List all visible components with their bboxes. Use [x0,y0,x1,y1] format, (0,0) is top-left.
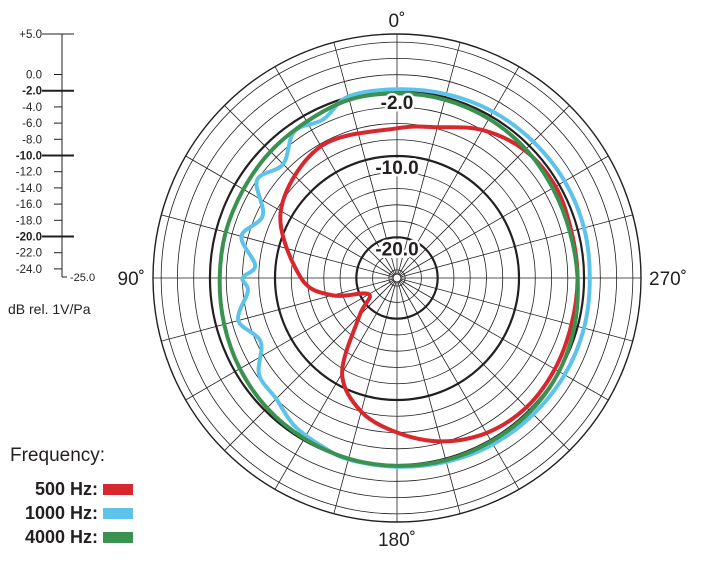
angle-label: 270˚ [649,269,687,290]
scale-tick-label: +5.0 [19,29,42,41]
scale-tick-label: -8.0 [22,134,42,146]
scale-tick-label: -18.0 [16,215,42,227]
legend-item-500hz: 500 Hz: [10,477,133,501]
grid-ring [388,269,406,287]
angle-label: 0˚ [389,11,406,32]
radial-scale: +5.0 0.0 -2.0 -4.0 -6.0 -8.0 -10.0 -12.0 -14.0 -1… [16,29,95,284]
grid-ring-major [355,236,439,320]
legend-swatch-green [103,531,133,543]
grid-ring [372,253,422,303]
legend-swatch-red [103,483,133,495]
scale-tick-label: -2.0 [22,86,42,98]
grid-ring [176,57,618,499]
angle-label: 90˚ [118,269,145,290]
ring-labels: -2.0 -10.0 -20.0 [373,90,421,262]
grid-ring-outer [152,33,642,523]
legend-label: 500 Hz: [34,478,98,499]
scale-tick-label: -20.0 [16,232,42,244]
legend: Frequency: 500 Hz: 1000 Hz: 4000 Hz: [10,445,133,549]
series-4000hz-line [217,91,580,468]
scale-tick-label: -10.0 [16,151,42,163]
legend-item-4000hz: 4000 Hz: [10,525,133,549]
grid-ring [258,139,536,417]
angle-labels: 0˚ 90˚ 180˚ 270˚ [118,11,688,551]
series-1000hz-line [236,87,592,469]
scale-tick-label: -24.0 [16,264,42,276]
scale-tick-label: -4.0 [22,102,42,114]
grid-ring [160,41,634,515]
legend-label: 1000 Hz: [24,502,98,523]
ring-label: -20.0 [375,239,418,260]
grid-ring [193,74,601,482]
scale-tick-label: -25.0 [70,272,95,284]
legend-title: Frequency: [10,445,106,466]
ring-label: -10.0 [375,158,418,179]
angle-label: 180˚ [378,530,416,551]
legend-swatch-blue [103,507,133,519]
legend-label: 4000 Hz: [24,526,98,547]
grid-ring [339,220,455,336]
scale-tick-label: -16.0 [16,199,42,211]
scale-tick-label: -6.0 [22,118,42,130]
series-layer [217,87,592,469]
grid-center [392,273,402,283]
series-500hz-line [278,124,580,444]
scale-tick-label: -22.0 [16,248,42,260]
grid-ring [307,188,487,368]
scale-tick-label: -12.0 [16,167,42,179]
ring-label: -2.0 [381,93,414,114]
polar-grid [152,33,642,523]
grid-ring [290,171,504,385]
scale-tick-label: -14.0 [16,183,42,195]
grid-ring [225,106,569,450]
radial-unit-label: dB rel. 1V/Pa [8,301,91,317]
legend-item-1000hz: 1000 Hz: [10,501,133,525]
scale-tick-label: 0.0 [26,70,42,82]
grid-ring-major [273,154,521,402]
grid-ring [323,204,471,352]
